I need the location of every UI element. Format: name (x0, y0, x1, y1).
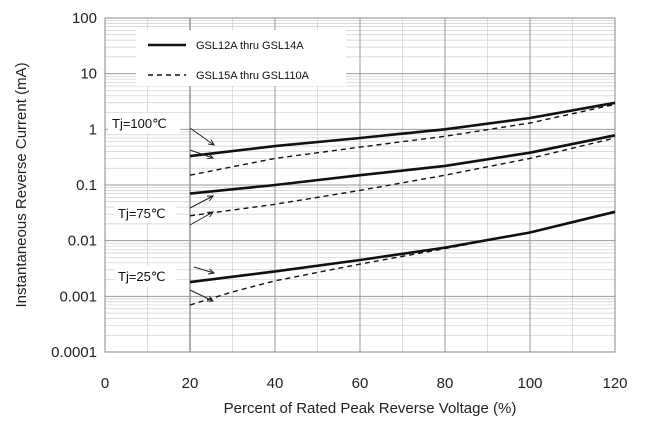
annotation-arrow-line (189, 195, 214, 209)
y-tick-label: 100 (72, 10, 97, 27)
annotation-arrowhead (206, 153, 215, 160)
series-line-gsl12a-14a-75 (189, 134, 616, 195)
y-tick-label: 0.01 (68, 233, 97, 250)
annotation-arrow-line (189, 289, 214, 302)
annotation-tj-25: Tj=25℃ (118, 269, 165, 284)
annotation-tj-75: Tj=75℃ (118, 206, 165, 221)
y-tick-label: 0.1 (76, 177, 97, 194)
legend-box (136, 30, 346, 86)
annotation-arrow-line (189, 211, 214, 226)
series-line-gsl15a-110a-100 (189, 103, 616, 176)
annotation-arrowhead (206, 211, 215, 218)
x-tick-labels: 0 20 40 60 80 100 120 (101, 375, 628, 392)
annotation-arrow-line (189, 127, 215, 146)
annotation-bg (114, 203, 176, 223)
x-axis-label: Percent of Rated Peak Reverse Voltage (%… (224, 400, 517, 417)
annotation-arrowhead (206, 195, 215, 202)
annotation-arrowhead (207, 268, 216, 275)
x-tick-label: 100 (517, 375, 542, 392)
y-tick-label: 10 (80, 66, 97, 83)
annotation-bg (108, 113, 180, 133)
y-axis-label: Instantaneous Reverse Current (mA) (13, 62, 30, 307)
x-tick-label: 20 (182, 375, 199, 392)
annotation-arrowhead (206, 296, 215, 302)
y-tick-label: 0.0001 (51, 344, 97, 361)
annotation-arrow-line (193, 266, 215, 274)
x-tick-label: 40 (267, 375, 284, 392)
annotation-layer: Tj=100℃ Tj=75℃ Tj=25℃ (108, 113, 216, 302)
y-tick-labels: 100 10 1 0.1 0.01 0.001 0.0001 (51, 10, 97, 361)
y-tick-label: 1 (89, 121, 97, 138)
series-layer (189, 101, 616, 306)
x-tick-label: 60 (352, 375, 369, 392)
legend: GSL12A thru GSL14A GSL15A thru GSL110A (136, 30, 346, 86)
x-tick-label: 0 (101, 375, 109, 392)
y-tick-label: 0.001 (59, 288, 97, 305)
annotation-arrow-line (189, 149, 214, 159)
annotation-tj-100: Tj=100℃ (112, 116, 167, 131)
annotation-bg (114, 266, 176, 286)
annotation-arrowhead (208, 139, 215, 146)
legend-label: GSL12A thru GSL14A (196, 40, 304, 52)
x-tick-label: 120 (602, 375, 627, 392)
series-line-gsl15a-110a-25 (189, 211, 616, 306)
series-line-gsl12a-14a-100 (189, 101, 616, 158)
legend-label: GSL15A thru GSL110A (196, 70, 310, 82)
x-tick-label: 80 (437, 375, 454, 392)
plot-frame (104, 17, 616, 353)
